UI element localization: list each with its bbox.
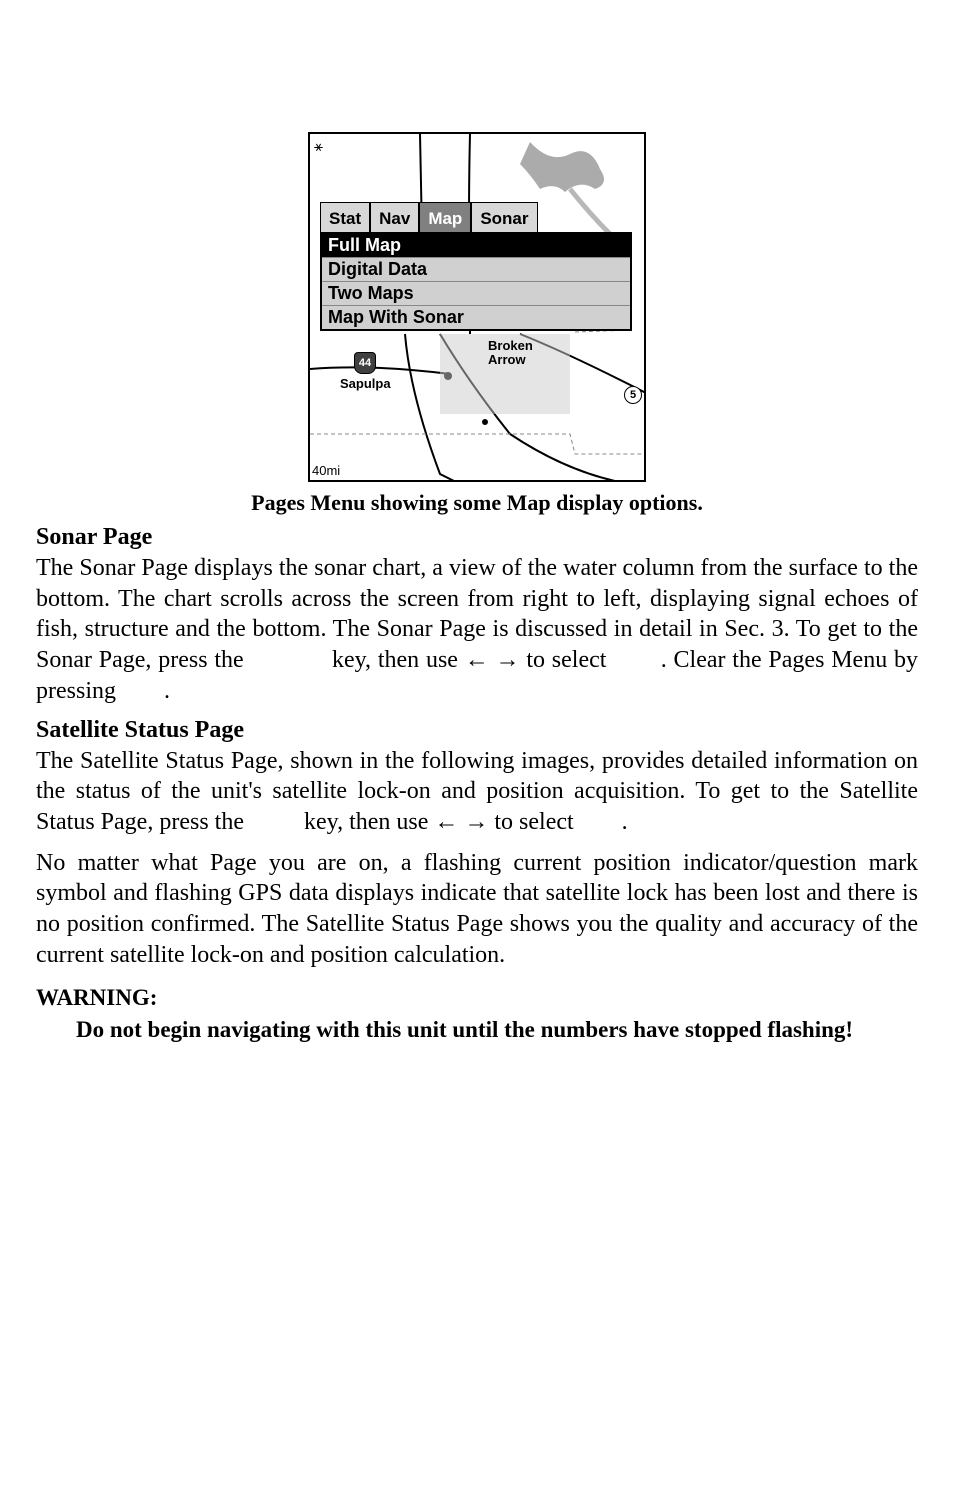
menu-item-digital-data[interactable]: Digital Data	[322, 258, 630, 282]
tab-stat[interactable]: Stat	[320, 202, 370, 234]
warning-heading: WARNING:	[36, 985, 918, 1011]
map-label-sapulpa: Sapulpa	[340, 376, 391, 391]
highway-shield-icon: 44	[354, 352, 376, 374]
device-screen: ⚹ Stat Nav Map Sonar Full Map Digital Da…	[308, 132, 646, 482]
satellite-status-body-1: The Satellite Status Page, shown in the …	[36, 746, 918, 838]
menu-item-full-map[interactable]: Full Map	[322, 234, 630, 258]
tab-map[interactable]: Map	[419, 202, 471, 234]
sonar-page-heading: Sonar Page	[36, 524, 918, 551]
menu-item-two-maps[interactable]: Two Maps	[322, 282, 630, 306]
tab-nav[interactable]: Nav	[370, 202, 419, 234]
tab-bar: Stat Nav Map Sonar	[320, 202, 640, 234]
figure-caption: Pages Menu showing some Map display opti…	[36, 490, 918, 516]
satellite-icon: ⚹	[314, 138, 323, 156]
pages-menu-panel: Full Map Digital Data Two Maps Map With …	[320, 232, 632, 331]
map-label-arrow: Arrow	[488, 352, 526, 367]
menu-item-map-with-sonar[interactable]: Map With Sonar	[322, 306, 630, 329]
map-scale-label: 40mi	[312, 463, 340, 478]
warning-body: Do not begin navigating with this unit u…	[36, 1015, 918, 1045]
satellite-status-body-2: No matter what Page you are on, a flashi…	[36, 848, 918, 971]
state-highway-shield-icon: 5	[624, 386, 642, 404]
tab-sonar[interactable]: Sonar	[471, 202, 537, 234]
pages-menu-figure: ⚹ Stat Nav Map Sonar Full Map Digital Da…	[36, 132, 918, 482]
map-label-broken: Broken	[488, 338, 533, 353]
satellite-status-heading: Satellite Status Page	[36, 717, 918, 744]
sonar-page-body: The Sonar Page displays the sonar chart,…	[36, 553, 918, 707]
